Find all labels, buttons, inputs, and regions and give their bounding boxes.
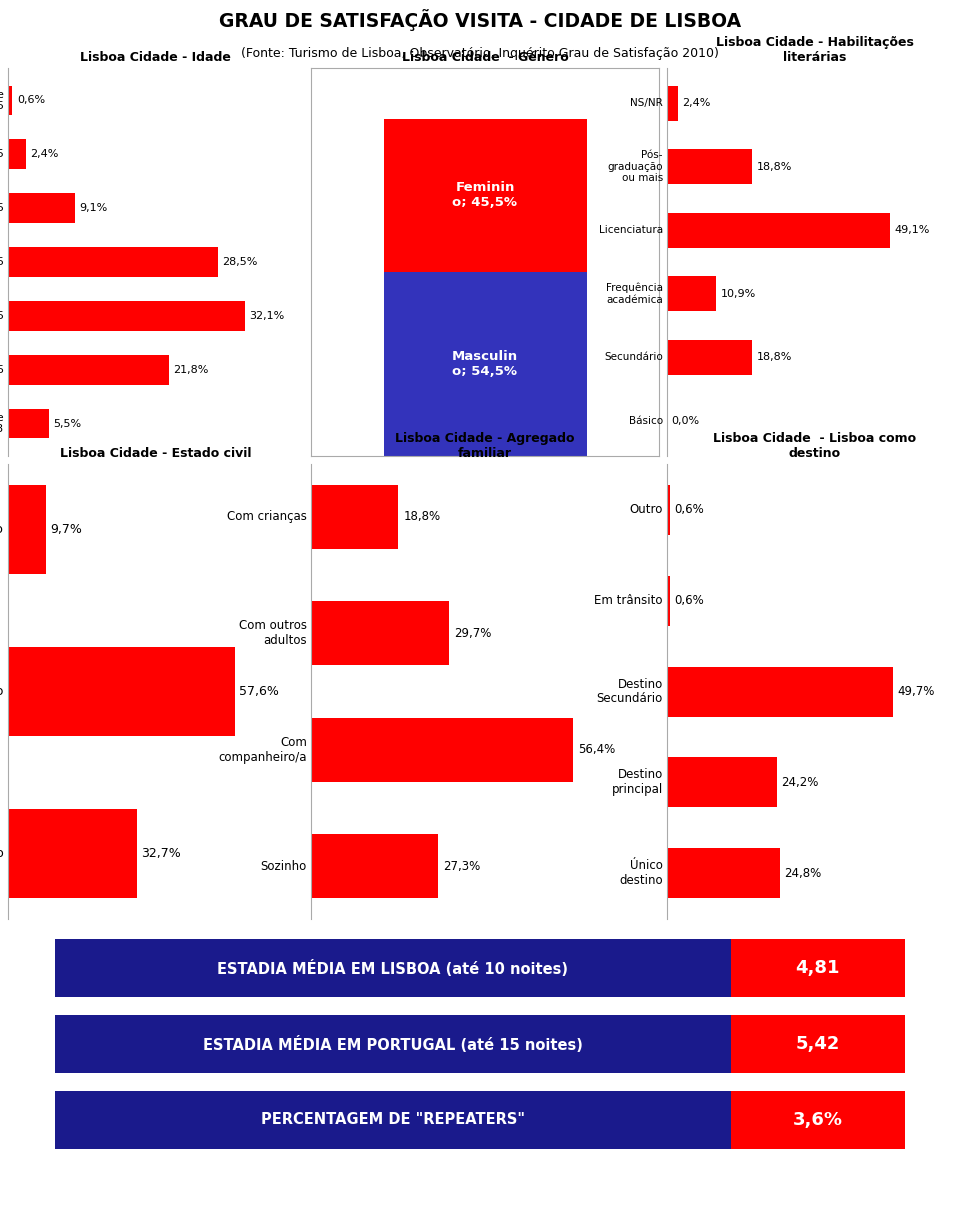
Bar [383,118,587,272]
Bar [8,301,245,330]
Text: EUA: EUA [473,468,496,478]
Text: 9,7%: 9,7% [51,522,83,536]
Text: 0,0%: 0,0% [671,416,700,426]
Bar [667,213,890,248]
Title: Lisboa Cidade - Idade: Lisboa Cidade - Idade [80,51,231,64]
Text: 3,6%: 3,6% [793,1111,843,1129]
Bar [667,86,678,121]
Bar [311,601,449,665]
Text: 21,8%: 21,8% [173,365,208,375]
Title: Lisboa Cidade - Habilitações
literárias: Lisboa Cidade - Habilitações literárias [715,36,913,64]
Bar [55,1092,731,1149]
Text: 2,4%: 2,4% [30,149,59,159]
Text: Masculin
o; 54,5%: Masculin o; 54,5% [452,350,518,378]
Text: 57,6%: 57,6% [239,685,278,699]
Text: 32,1%: 32,1% [250,310,284,320]
Bar [731,1092,905,1149]
Bar [8,139,26,169]
Text: 28,5%: 28,5% [223,257,258,267]
Title: Lisboa Cidade  - Lisboa como
destino: Lisboa Cidade - Lisboa como destino [713,432,916,460]
Title: Lisboa Cidade - Estado civil: Lisboa Cidade - Estado civil [60,447,252,460]
Bar [55,939,731,997]
Bar [667,484,670,535]
Text: 32,7%: 32,7% [141,848,180,860]
Bar [667,849,780,898]
Text: 56,4%: 56,4% [578,743,615,756]
Bar [311,834,438,898]
Bar [383,272,587,456]
Text: 49,7%: 49,7% [897,685,934,699]
Bar [667,276,716,312]
Text: 5,5%: 5,5% [53,419,81,429]
Text: (Fonte: Turismo de Lisboa, Observatório, Inquérito Grau de Satisfação 2010): (Fonte: Turismo de Lisboa, Observatório,… [241,47,719,59]
Bar [667,667,893,717]
Bar [667,575,670,626]
Text: 2,4%: 2,4% [683,99,710,108]
Text: PERCENTAGEM DE "REPEATERS": PERCENTAGEM DE "REPEATERS" [261,1112,525,1127]
Bar [8,484,46,574]
Text: 18,8%: 18,8% [756,352,792,362]
Bar [667,149,753,184]
Text: 9,1%: 9,1% [80,203,108,213]
Bar [8,409,49,439]
Text: 0,6%: 0,6% [674,503,704,516]
Text: 5,42: 5,42 [796,1035,840,1053]
Text: 49,1%: 49,1% [895,225,929,235]
Title: Lisboa Cidade - Agregado
familiar: Lisboa Cidade - Agregado familiar [396,432,575,460]
Bar [731,939,905,997]
Bar [8,355,169,384]
Text: ESTADIA MÉDIA EM PORTUGAL (até 15 noites): ESTADIA MÉDIA EM PORTUGAL (até 15 noites… [203,1036,583,1052]
Bar [55,1015,731,1073]
Text: 24,8%: 24,8% [784,867,821,880]
Text: 0,6%: 0,6% [17,95,45,106]
Bar [667,340,753,375]
Text: 10,9%: 10,9% [721,288,756,299]
Text: 27,3%: 27,3% [443,860,480,872]
Title: Lisboa Cidade  - Género: Lisboa Cidade - Género [401,51,568,64]
Text: Feminin
o; 45,5%: Feminin o; 45,5% [452,181,517,209]
Text: 24,2%: 24,2% [781,776,819,788]
Bar [311,484,398,548]
Text: 0,6%: 0,6% [674,594,704,607]
Bar [8,193,75,223]
Bar [731,1015,905,1073]
Bar [8,647,234,736]
Bar [8,86,12,116]
Bar [667,758,777,807]
Text: 18,8%: 18,8% [403,510,441,524]
Text: ESTADIA MÉDIA EM LISBOA (até 10 noites): ESTADIA MÉDIA EM LISBOA (até 10 noites) [217,960,568,977]
Text: 29,7%: 29,7% [454,627,492,639]
Text: EUA: EUA [174,472,197,482]
Bar [8,809,136,898]
Text: GRAU DE SATISFAÇÃO VISITA - CIDADE DE LISBOA: GRAU DE SATISFAÇÃO VISITA - CIDADE DE LI… [219,10,741,31]
Bar [8,248,218,277]
Text: 4,81: 4,81 [796,958,840,977]
Bar [311,718,573,782]
Text: 18,8%: 18,8% [756,161,792,171]
